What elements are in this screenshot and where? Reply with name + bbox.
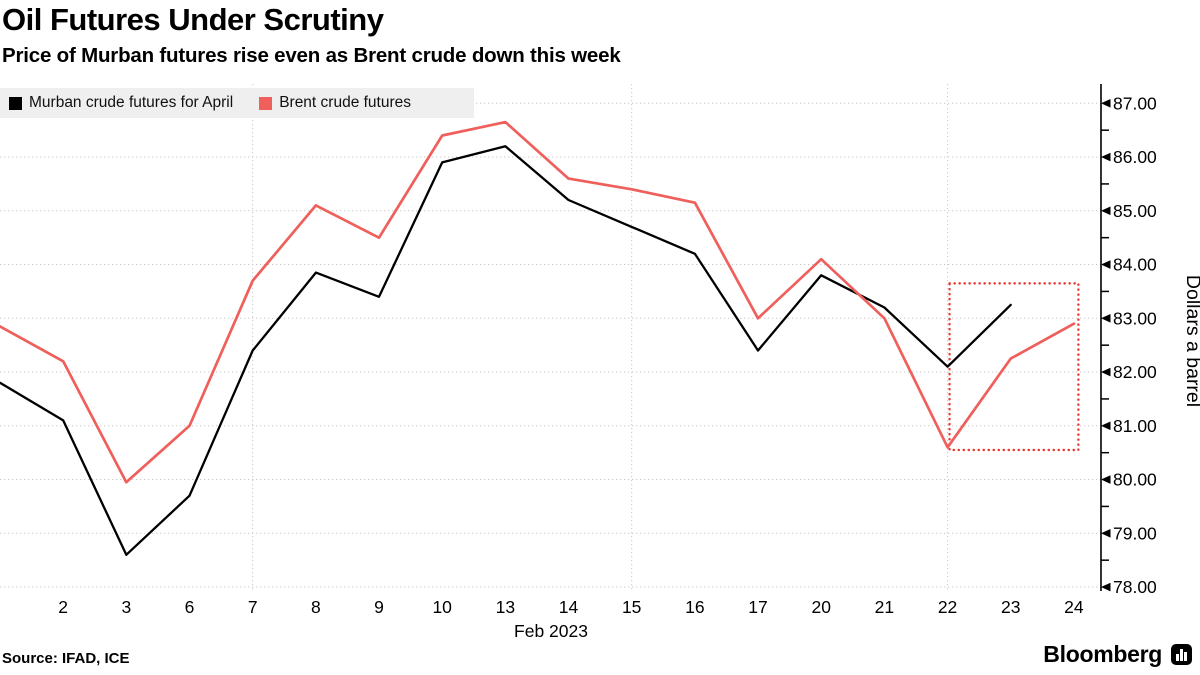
y-tick-arrow [1101, 475, 1111, 484]
y-tick-arrow [1101, 529, 1111, 538]
y-tick-label: 84.00 [1113, 255, 1157, 275]
y-tick-label: 79.00 [1113, 523, 1157, 543]
y-tick-label: 87.00 [1113, 93, 1157, 113]
x-tick-label: 13 [496, 597, 515, 617]
x-tick-label: 15 [622, 597, 641, 617]
legend-item-brent: Brent crude futures [259, 94, 411, 112]
y-tick-arrow [1101, 260, 1111, 269]
brent-series-line [0, 120, 1076, 484]
source-note: Source: IFAD, ICE [2, 650, 130, 667]
y-tick-label: 85.00 [1113, 201, 1157, 221]
y-tick-arrow [1101, 206, 1111, 216]
bar-chart-icon [1171, 644, 1192, 665]
highlight-box [948, 282, 1080, 452]
x-tick-label: 20 [811, 597, 831, 617]
y-tick-label: 81.00 [1113, 416, 1157, 436]
y-tick-arrow [1101, 99, 1111, 108]
y-axis-title: Dollars a barrel [1182, 275, 1200, 407]
y-tick-label: 80.00 [1113, 470, 1157, 490]
y-tick-arrow [1101, 152, 1111, 162]
y-tick-label: 78.00 [1113, 577, 1157, 597]
chart-subtitle: Price of Murban futures rise even as Bre… [2, 44, 621, 67]
y-tick-label: 83.00 [1113, 308, 1157, 328]
y-tick-label: 86.00 [1113, 147, 1157, 167]
x-tick-label: 21 [875, 597, 894, 617]
x-tick-label: 8 [311, 597, 321, 617]
murban-series-swatch [9, 96, 22, 110]
y-tick-arrow [1101, 582, 1111, 592]
x-tick-label: 24 [1064, 597, 1084, 617]
y-tick-arrow [1101, 314, 1111, 323]
bloomberg-wordmark: Bloomberg [1043, 641, 1162, 667]
bloomberg-logo: Bloomberg [1043, 641, 1192, 668]
x-tick-label: 17 [748, 597, 767, 617]
x-tick-label: 22 [938, 597, 957, 617]
y-tick-arrow [1101, 421, 1111, 431]
x-tick-label: 6 [185, 597, 195, 617]
x-tick-label: 9 [374, 597, 384, 617]
x-tick-label: 7 [248, 597, 258, 617]
x-tick-label: 14 [559, 597, 579, 617]
x-tick-label: 3 [121, 597, 131, 617]
legend-label-murban: Murban crude futures for April [29, 94, 234, 111]
x-tick-label: 10 [432, 597, 452, 617]
x-tick-label: 16 [685, 597, 704, 617]
chart-title: Oil Futures Under Scrutiny [2, 2, 384, 37]
legend: Murban crude futures for April Brent cru… [0, 88, 474, 118]
legend-item-murban: Murban crude futures for April [9, 94, 233, 112]
y-tick-label: 82.00 [1113, 362, 1157, 382]
legend-label-brent: Brent crude futures [279, 94, 412, 111]
x-tick-label: 2 [58, 597, 68, 617]
x-tick-label: 23 [1001, 597, 1020, 617]
murban-series-line [0, 145, 1012, 556]
y-tick-arrow [1101, 367, 1111, 377]
x-axis-title: Feb 2023 [514, 621, 588, 641]
brent-series-swatch [259, 96, 273, 110]
